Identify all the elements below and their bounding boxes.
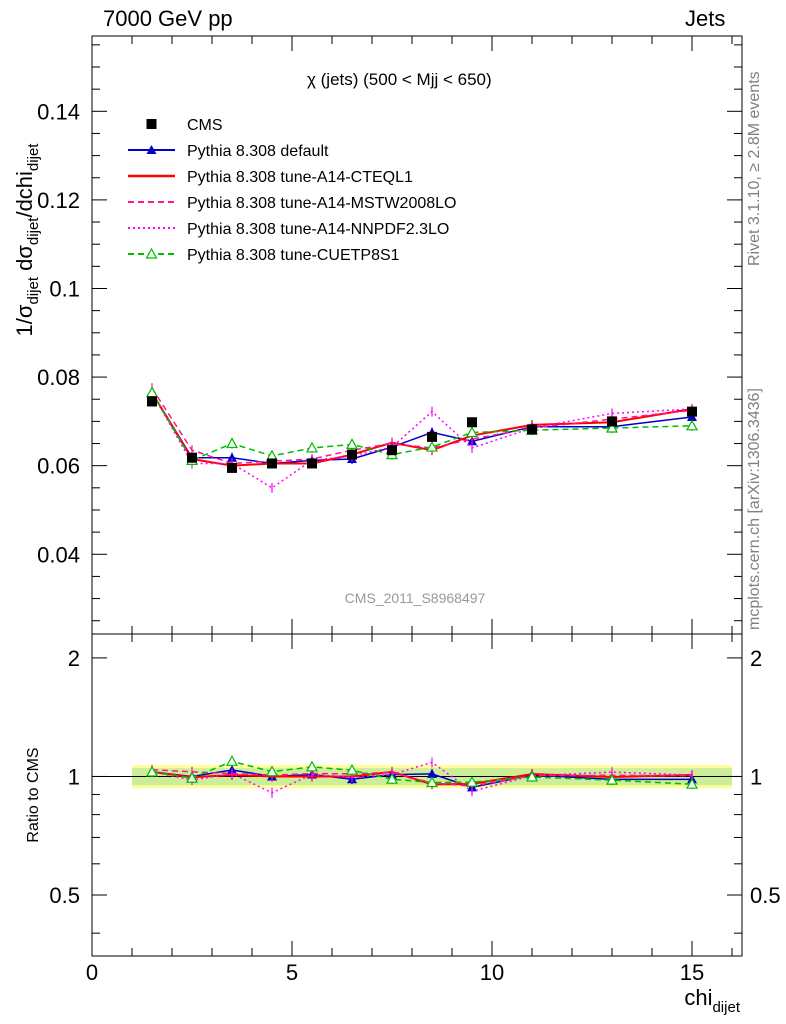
legend-label-3: Pythia 8.308 tune-A14-NNPDF2.3LO	[187, 221, 449, 238]
y-ticks-group: 0.04 0.06 0.08 0.1 0.12 0.14 0.5 0.5 1 1 2 2	[37, 44, 781, 934]
ratio-series-4-point	[225, 755, 239, 766]
chart-title: χ (jets) (500 < Mjj < 650)	[307, 70, 492, 89]
ratio-y-axis-label: Ratio to CMS	[25, 747, 42, 842]
y-tick-label: 0.04	[37, 542, 80, 567]
main-series-4-point	[225, 437, 239, 449]
x-axis-label: chidijet	[684, 985, 740, 1016]
data-point	[187, 452, 197, 463]
legend-group: CMS Pythia 8.308 default Pythia 8.308 tune…	[128, 117, 456, 264]
analysis-tag: CMS_2011_S8968497	[345, 590, 486, 606]
ratio-panel-frame	[91, 633, 743, 957]
data-point	[607, 416, 617, 427]
main-series-4-point	[605, 421, 619, 433]
ratio-series-4-point	[305, 760, 319, 772]
ratio-series-3-line	[151, 761, 693, 794]
main-series-4-point	[465, 426, 479, 438]
ratio-series-4-point	[685, 777, 699, 789]
main-series-2-line	[151, 387, 693, 465]
y-tick-label: 0.12	[37, 188, 80, 213]
ratio-series-4-point	[185, 771, 199, 783]
x-tick-label: 10	[480, 960, 504, 985]
main-series-0-point	[227, 452, 237, 462]
ratio-series-4-point	[605, 773, 619, 785]
x-tick-label: 15	[680, 960, 704, 985]
main-series-4-point	[345, 438, 359, 450]
main-series-group	[145, 383, 699, 493]
ratio-tick-label-left: 0.5	[49, 883, 80, 908]
data-point	[427, 431, 437, 442]
legend-label-2: Pythia 8.308 tune-A14-MSTW2008LO	[187, 195, 456, 212]
ratio-series-4-point	[465, 775, 479, 787]
legend-label-data: CMS	[187, 117, 223, 134]
y-axis-label: 1/σdijet dσdijet/dchidijet	[12, 143, 42, 337]
ratio-tick-label-left: 1	[68, 764, 80, 789]
y-tick-label: 0.14	[37, 99, 80, 124]
y-tick-label: 0.06	[37, 454, 80, 479]
legend-marker-4	[145, 247, 158, 259]
main-series-4-line	[151, 392, 693, 462]
legend-label-4: Pythia 8.308 tune-CUETP8S1	[187, 247, 400, 264]
data-point	[347, 449, 357, 460]
ratio-tick-label-right: 1	[750, 764, 762, 789]
x-tick-label: 0	[86, 960, 98, 985]
ratio-series-0-point	[427, 768, 437, 778]
ratio-tick-label-right: 2	[750, 646, 762, 671]
header-left: 7000 GeV pp	[103, 6, 233, 31]
data-point	[227, 462, 237, 473]
x-tick-label: 5	[286, 960, 298, 985]
main-series-4-point	[305, 441, 319, 453]
data-point	[387, 445, 397, 456]
main-series-4-point	[685, 419, 699, 431]
ratio-series-4-line	[151, 760, 693, 785]
ratio-tick-label-right: 0.5	[750, 883, 781, 908]
ratio-series-4-point	[385, 772, 399, 784]
y-tick-label: 0.08	[37, 365, 80, 390]
ratio-series-4-point	[345, 764, 359, 775]
data-point	[267, 458, 277, 469]
data-point	[527, 424, 537, 435]
header-right: Jets	[685, 6, 726, 31]
main-series-4-point	[145, 386, 159, 398]
data-point	[147, 396, 157, 407]
ratio-series-4-point	[425, 776, 439, 788]
legend-label-1: Pythia 8.308 tune-A14-CTEQL1	[187, 169, 413, 186]
ratio-series-4-point	[265, 765, 279, 777]
ratio-tick-label-left: 2	[68, 646, 80, 671]
main-series-1-line	[151, 392, 693, 467]
legend-label-0: Pythia 8.308 default	[187, 143, 329, 160]
ratio-series-4-point	[525, 770, 539, 782]
x-ticks-group: 0 5 10 15	[86, 36, 733, 985]
data-point	[687, 406, 697, 417]
main-series-4-point	[425, 440, 439, 452]
data-point	[467, 417, 477, 428]
legend-marker-0	[146, 145, 157, 154]
ratio-series-4-point	[145, 765, 159, 777]
data-point	[307, 458, 317, 469]
legend-marker-data	[146, 119, 157, 129]
ratio-series-group	[145, 755, 699, 798]
y-tick-label: 0.1	[49, 276, 80, 301]
